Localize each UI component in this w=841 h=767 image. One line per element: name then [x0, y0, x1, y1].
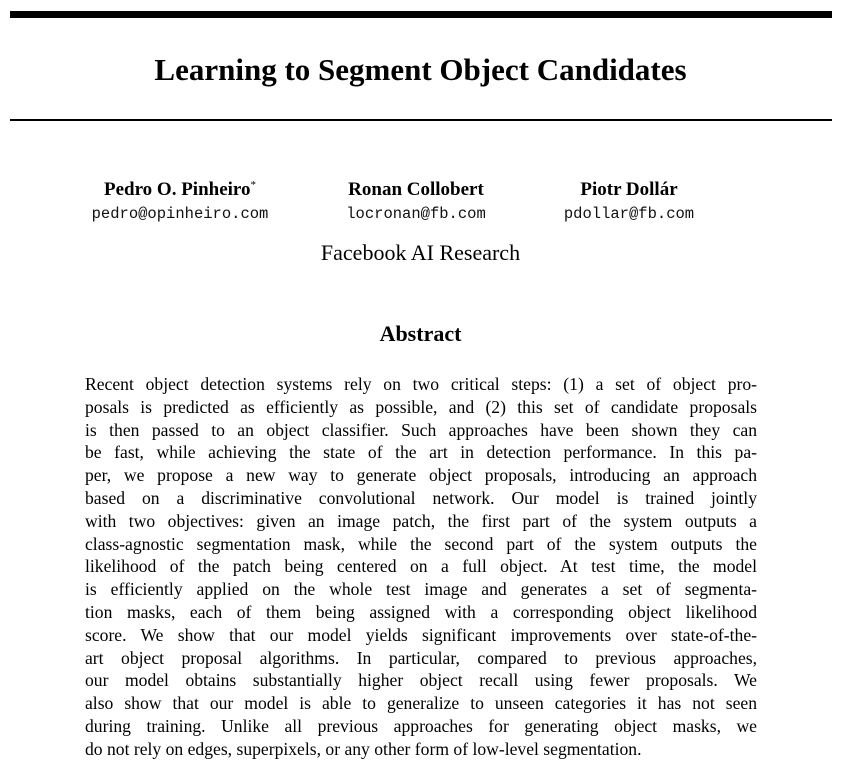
author-footnote-mark: * — [250, 179, 257, 191]
abstract-line: class-agnostic segmentation mask, while … — [85, 533, 757, 554]
abstract-line: likelihood of the patch being centered o… — [85, 556, 757, 577]
abstract-line: based on a discriminative convolutional … — [85, 487, 757, 508]
title-bottom-rule — [10, 119, 832, 121]
author-block-dollar: Piotr Dollár pdollar@fb.com — [549, 178, 709, 226]
abstract-heading: Abstract — [379, 321, 462, 346]
paper-title: Learning to Segment Object Candidates — [154, 52, 687, 87]
abstract-line: per, we propose a new way to generate ob… — [85, 465, 757, 486]
abstract-line: with two objectives: given an image patc… — [85, 510, 757, 531]
affiliation: Facebook AI Research — [320, 240, 521, 265]
author-name-text: Pedro O. Pinheiro — [103, 179, 251, 200]
abstract-line: is then passed to an object classifier. … — [85, 419, 757, 440]
author-email: pedro@opinheiro.com — [91, 205, 269, 223]
abstract-line: also show that our model is able to gene… — [85, 693, 757, 714]
abstract-line: score. We show that our model yields sig… — [85, 624, 757, 645]
abstract-line: be fast, while achieving the state of th… — [85, 442, 757, 463]
abstract-line: is efficiently applied on the whole test… — [85, 579, 757, 600]
author-email: pdollar@fb.com — [563, 205, 695, 223]
author-block-pinheiro: Pedro O. Pinheiro* pedro@opinheiro.com — [72, 178, 288, 226]
author-name-text: Ronan Collobert — [348, 179, 484, 200]
abstract-line: Recent object detection systems rely on … — [85, 374, 757, 394]
title-top-rule — [10, 11, 832, 18]
abstract-body: Recent object detection systems rely on … — [85, 373, 757, 761]
author-block-collobert: Ronan Collobert locronan@fb.com — [331, 178, 501, 226]
abstract-line: posals is predicted as efficiently as po… — [85, 396, 757, 417]
abstract-line: art object proposal algorithms. In parti… — [85, 647, 757, 668]
author-name-text: Piotr Dollár — [580, 179, 678, 200]
author-name: Ronan Collobert — [331, 178, 501, 202]
abstract-line: tion masks, each of them being assigned … — [85, 601, 757, 622]
abstract-line: do not rely on edges, superpixels, or an… — [85, 738, 642, 759]
author-name: Piotr Dollár — [549, 178, 709, 202]
author-email: locronan@fb.com — [346, 205, 486, 223]
author-name: Pedro O. Pinheiro* — [72, 178, 288, 202]
abstract-line: our model obtains substantially higher o… — [85, 670, 757, 691]
abstract-line: during training. Unlike all previous app… — [85, 715, 757, 736]
